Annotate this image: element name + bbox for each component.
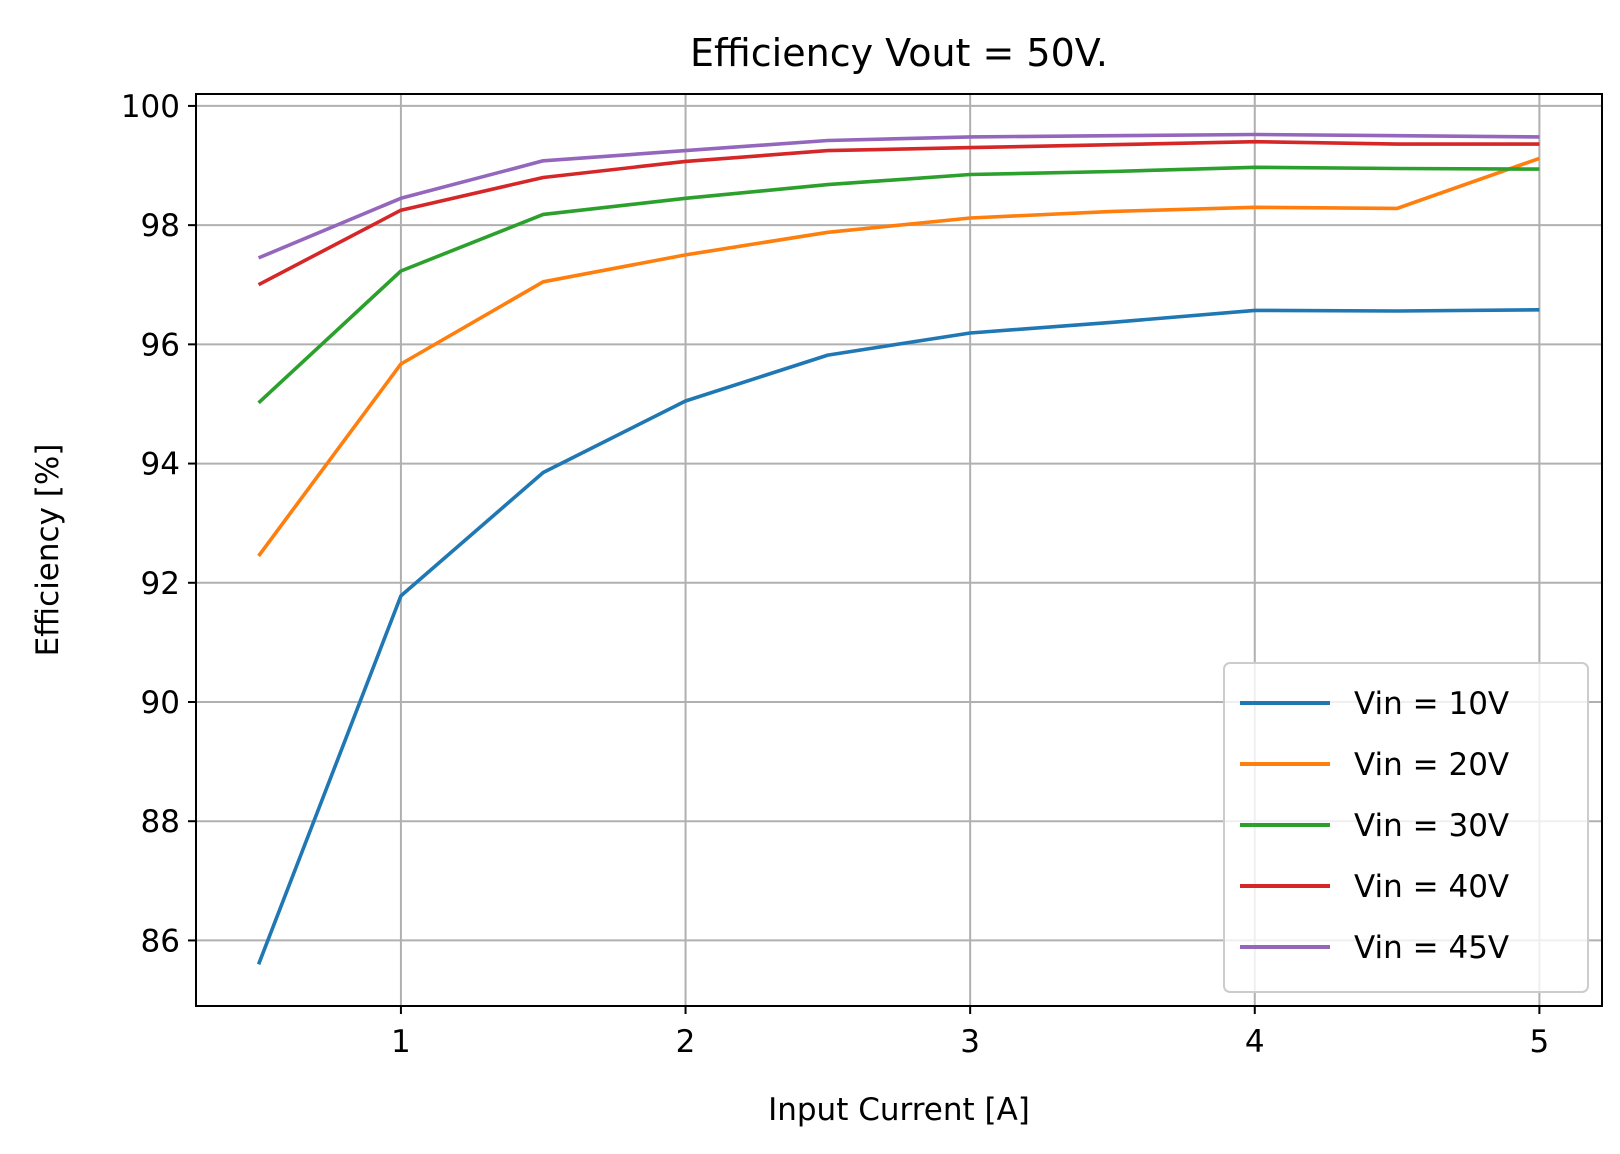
series-line-2 [257,156,1540,558]
series-line-4 [257,139,1540,287]
legend-label: Vin = 20V [1354,747,1509,783]
y-tick-label: 94 [141,447,180,483]
y-tick-label: 92 [141,566,180,602]
y-tick-label: 88 [141,804,180,840]
legend-label: Vin = 40V [1354,869,1509,905]
x-tick-label: 1 [391,1024,411,1060]
y-axis-label: Efficiency [%] [30,444,66,657]
y-tick-label: 86 [141,923,180,959]
x-tick-label: 3 [960,1024,980,1060]
series-line-5 [257,132,1540,260]
x-tick-label: 4 [1245,1024,1265,1060]
series-lines [256,132,1540,965]
series-line-3 [257,165,1540,405]
legend-label: Vin = 10V [1354,686,1509,722]
legend-label: Vin = 45V [1354,930,1509,966]
y-tick-label: 90 [141,685,180,721]
legend-box [1223,662,1589,993]
x-tick-label: 5 [1530,1024,1550,1060]
y-tick-label: 96 [141,327,180,363]
x-tick-label: 2 [676,1024,696,1060]
series-line-1 [256,308,1540,965]
x-axis-label: Input Current [A] [768,1092,1030,1128]
axis-ticks: 1 2 3 4 5 86 88 90 92 94 96 98 100 [121,89,1549,1060]
y-tick-label: 100 [121,89,180,125]
chart-title: Efficiency Vout = 50V. [690,31,1108,75]
legend-label: Vin = 30V [1354,808,1509,844]
y-tick-label: 98 [141,208,180,244]
legend: Vin = 10V Vin = 20V Vin = 30V Vin = 40V Vin … [1223,662,1589,993]
plot-frame [195,93,1603,1007]
